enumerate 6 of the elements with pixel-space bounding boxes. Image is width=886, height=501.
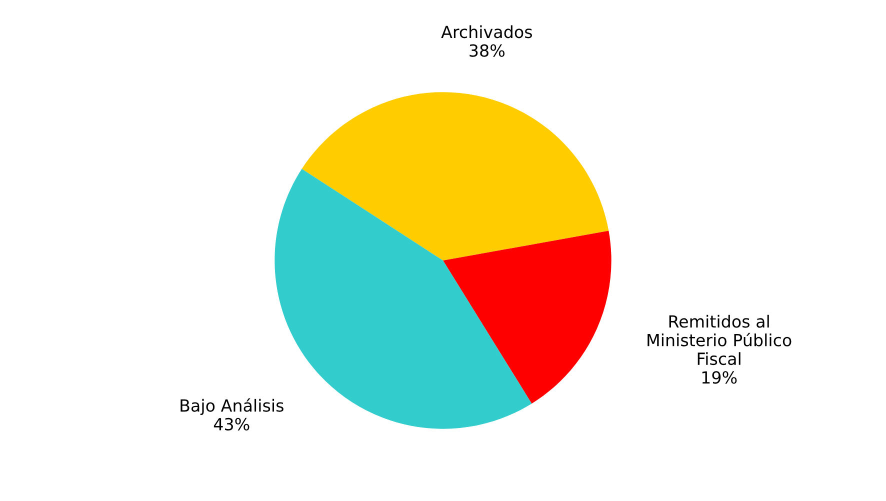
slice-label: Bajo Análisis bbox=[180, 398, 284, 416]
slice-label: Remitidos al Ministerio Público Fiscal bbox=[648, 314, 792, 366]
slice-label: Archivados bbox=[441, 25, 532, 38]
data-label: 19% bbox=[702, 371, 737, 384]
data-label: 43% bbox=[214, 418, 250, 430]
data-label: 38% bbox=[470, 44, 505, 57]
